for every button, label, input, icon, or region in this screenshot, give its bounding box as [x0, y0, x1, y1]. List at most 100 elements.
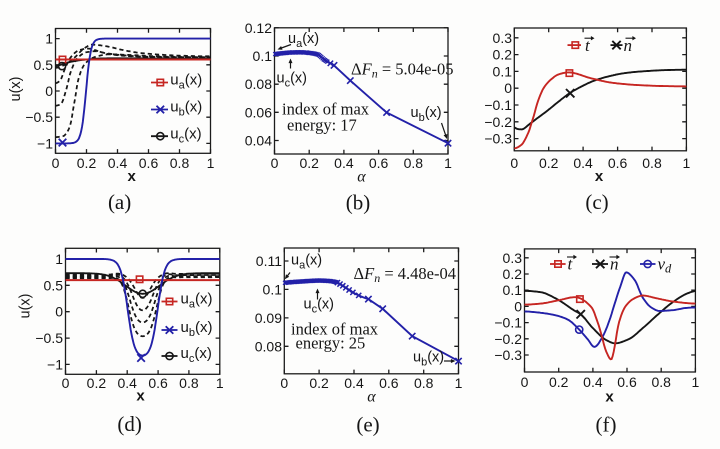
svg-text:energy: 25: energy: 25	[296, 334, 366, 353]
svg-text:(f): (f)	[596, 413, 617, 437]
svg-text:x: x	[605, 389, 614, 406]
svg-text:0.06: 0.06	[245, 104, 272, 120]
svg-text:0.2: 0.2	[309, 375, 329, 391]
svg-text:n: n	[624, 36, 633, 55]
svg-text:0: 0	[521, 374, 529, 390]
svg-text:0.6: 0.6	[617, 374, 637, 390]
svg-text:ub(x): ub(x)	[411, 105, 442, 124]
svg-text:uc(x): uc(x)	[181, 345, 212, 365]
svg-text:0.6: 0.6	[148, 375, 168, 391]
svg-text:0.4: 0.4	[344, 375, 364, 391]
svg-text:−0.2: −0.2	[484, 114, 512, 130]
svg-text:ua(x): ua(x)	[291, 253, 322, 272]
svg-text:0.4: 0.4	[573, 155, 593, 171]
svg-text:0: 0	[271, 155, 279, 171]
svg-text:0.8: 0.8	[170, 155, 190, 171]
svg-text:energy: 17: energy: 17	[287, 116, 357, 135]
svg-text:0.8: 0.8	[179, 375, 199, 391]
svg-text:0.1: 0.1	[253, 48, 273, 64]
svg-text:0.2: 0.2	[549, 374, 569, 390]
svg-text:−0.3: −0.3	[484, 131, 512, 147]
svg-text:0.8: 0.8	[404, 155, 424, 171]
svg-text:−0.2: −0.2	[494, 331, 522, 347]
svg-text:0.4: 0.4	[334, 155, 354, 171]
svg-text:0: 0	[55, 304, 63, 320]
svg-text:ΔFn = 5.04e-05: ΔFn = 5.04e-05	[351, 60, 453, 81]
svg-text:0.12: 0.12	[245, 20, 272, 36]
svg-text:(a): (a)	[108, 190, 131, 214]
svg-text:index of max: index of max	[282, 100, 370, 119]
svg-text:1: 1	[455, 375, 463, 391]
svg-text:0.08: 0.08	[245, 76, 272, 92]
svg-text:0.2: 0.2	[539, 155, 559, 171]
svg-text:0.2: 0.2	[87, 375, 107, 391]
svg-text:0.3: 0.3	[503, 250, 523, 266]
svg-text:0.09: 0.09	[255, 310, 282, 326]
svg-text:0.4: 0.4	[117, 375, 137, 391]
svg-text:1: 1	[207, 155, 215, 171]
svg-text:0: 0	[514, 298, 522, 314]
svg-text:1: 1	[692, 374, 700, 390]
svg-text:−1: −1	[47, 356, 63, 372]
svg-text:0.1: 0.1	[493, 63, 513, 79]
svg-text:0.5: 0.5	[34, 57, 54, 73]
svg-text:t: t	[568, 255, 574, 274]
svg-text:0.1: 0.1	[503, 282, 523, 298]
svg-text:1: 1	[444, 155, 452, 171]
svg-text:0.08: 0.08	[255, 338, 282, 354]
svg-text:0.8: 0.8	[414, 375, 434, 391]
svg-text:−1: −1	[37, 135, 53, 151]
svg-text:1: 1	[55, 251, 63, 267]
svg-text:0.2: 0.2	[493, 47, 513, 63]
svg-text:−0.1: −0.1	[484, 97, 512, 113]
svg-text:0: 0	[504, 80, 512, 96]
svg-text:(b): (b)	[346, 191, 371, 215]
svg-text:x: x	[128, 168, 137, 185]
svg-text:0: 0	[52, 155, 60, 171]
svg-text:t: t	[585, 36, 591, 55]
svg-text:ub(x): ub(x)	[181, 319, 213, 339]
svg-text:0.3: 0.3	[493, 30, 513, 46]
svg-text:−0.3: −0.3	[494, 347, 522, 363]
svg-text:ub(x): ub(x)	[170, 99, 202, 119]
svg-text:1: 1	[216, 375, 224, 391]
svg-text:0: 0	[280, 375, 288, 391]
svg-text:0: 0	[45, 83, 53, 99]
svg-text:uc(x): uc(x)	[277, 71, 308, 90]
svg-text:ub(x): ub(x)	[413, 350, 444, 369]
svg-text:ΔFn = 4.48e-04: ΔFn = 4.48e-04	[354, 264, 456, 285]
svg-text:(c): (c)	[585, 190, 608, 214]
svg-text:(e): (e)	[356, 413, 379, 437]
svg-text:u(x): u(x)	[18, 294, 34, 319]
svg-text:0.04: 0.04	[245, 133, 272, 149]
svg-text:uc(x): uc(x)	[170, 125, 201, 145]
svg-text:0.6: 0.6	[139, 155, 159, 171]
svg-text:−0.5: −0.5	[25, 109, 53, 125]
svg-text:1: 1	[45, 31, 53, 47]
svg-text:ua(x): ua(x)	[170, 72, 202, 92]
svg-text:0.6: 0.6	[379, 375, 399, 391]
svg-text:0: 0	[510, 155, 518, 171]
svg-text:x: x	[136, 388, 145, 405]
svg-text:α: α	[357, 169, 366, 186]
svg-text:1: 1	[683, 155, 691, 171]
svg-text:0.1: 0.1	[263, 281, 283, 297]
svg-text:0.6: 0.6	[608, 155, 628, 171]
svg-text:0.11: 0.11	[256, 253, 282, 269]
svg-text:0.4: 0.4	[583, 374, 603, 390]
svg-text:(d): (d)	[117, 412, 142, 436]
svg-text:−0.5: −0.5	[35, 330, 63, 346]
svg-text:x: x	[595, 168, 604, 185]
svg-text:0.5: 0.5	[44, 277, 64, 293]
svg-text:0.2: 0.2	[503, 266, 523, 282]
svg-text:u(x): u(x)	[8, 77, 24, 102]
svg-text:uc(x): uc(x)	[304, 297, 335, 316]
svg-text:0.4: 0.4	[108, 155, 128, 171]
svg-text:0.8: 0.8	[642, 155, 662, 171]
svg-text:0: 0	[62, 375, 70, 391]
svg-text:0.2: 0.2	[77, 155, 97, 171]
svg-text:0.2: 0.2	[299, 155, 319, 171]
svg-text:0.6: 0.6	[369, 155, 389, 171]
svg-text:n: n	[610, 255, 619, 274]
svg-text:α: α	[367, 389, 376, 406]
